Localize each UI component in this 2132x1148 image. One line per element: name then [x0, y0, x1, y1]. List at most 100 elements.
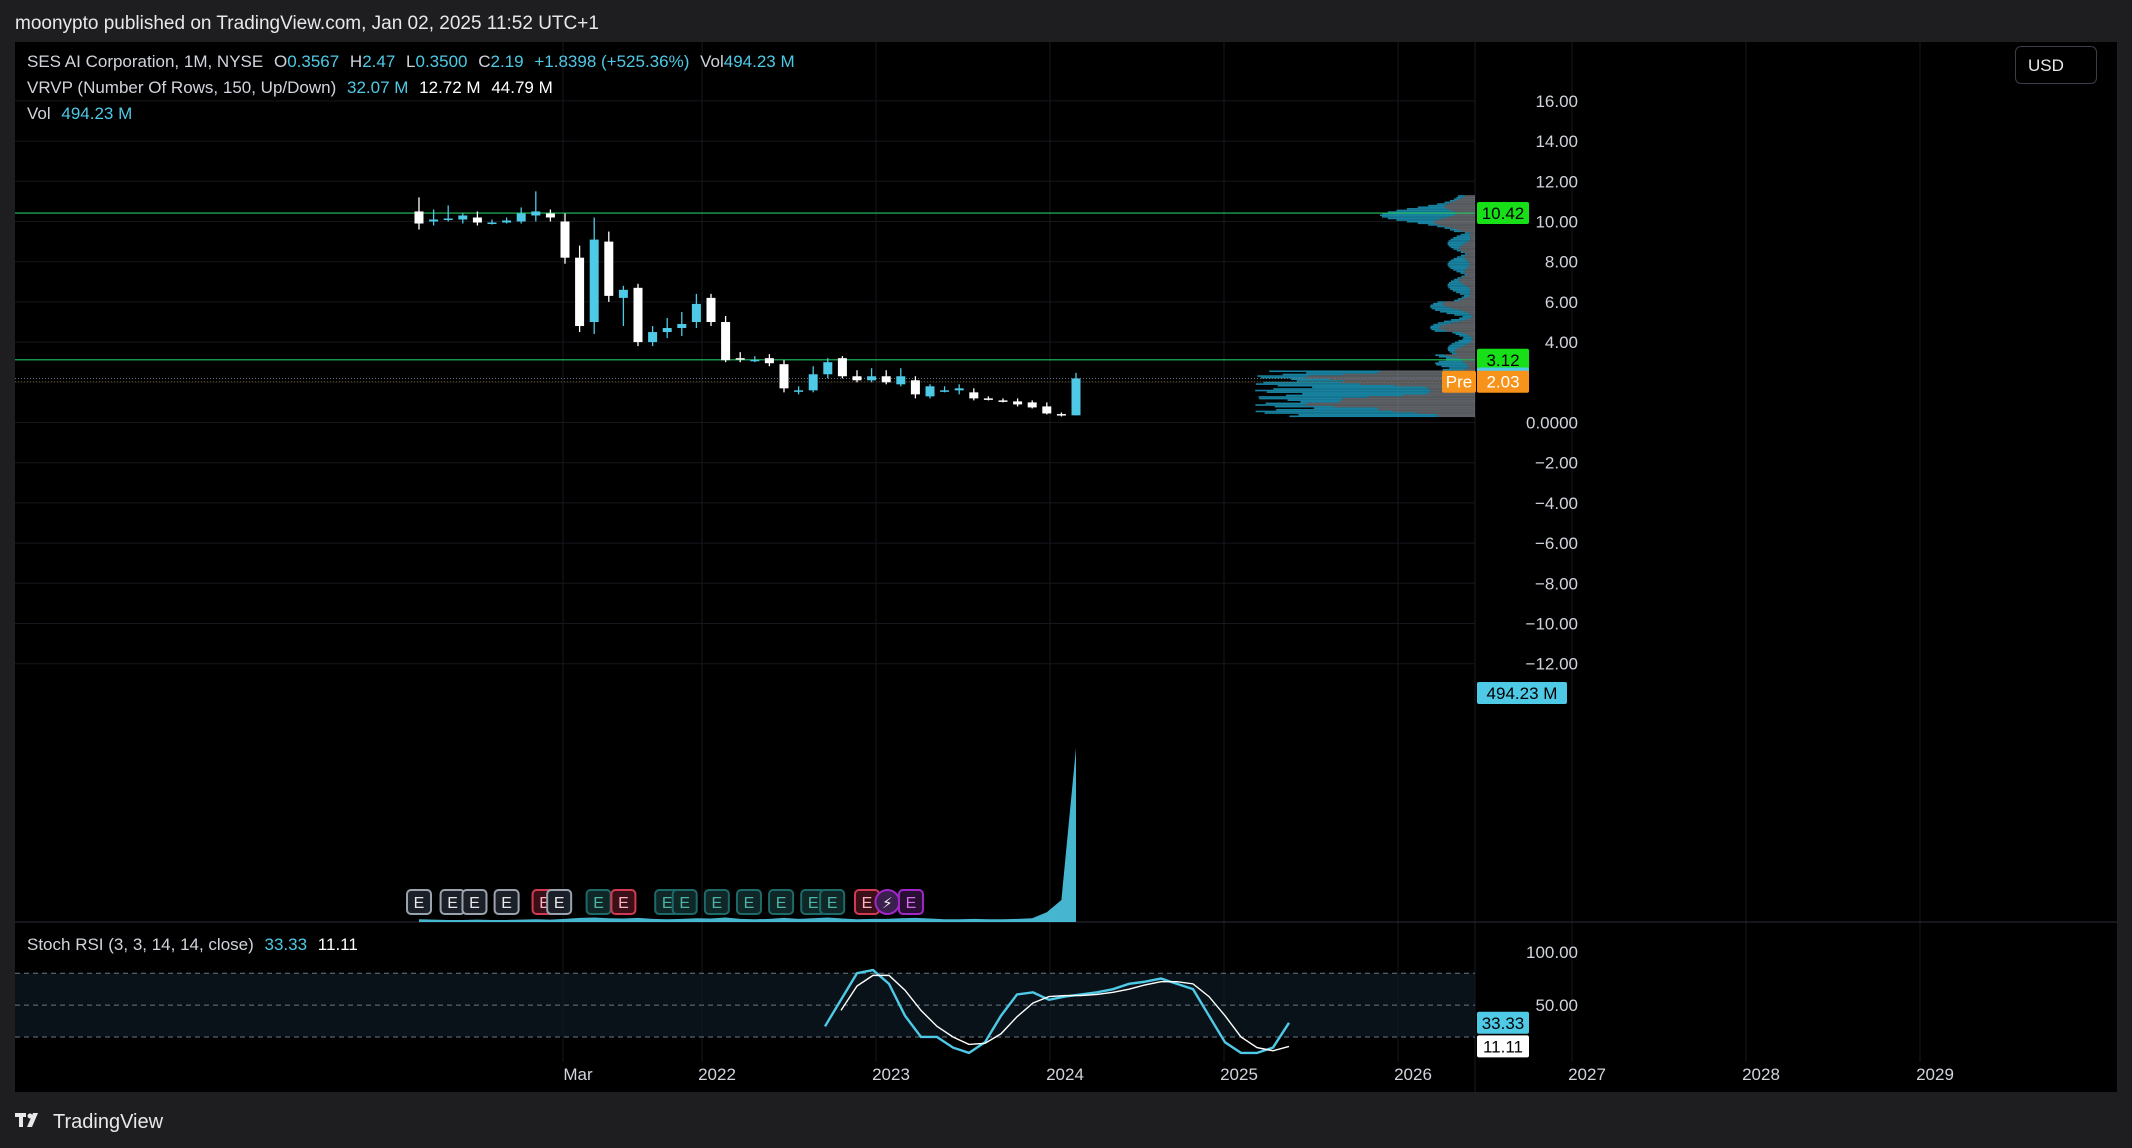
volume-profile-bar-down [1469, 294, 1475, 297]
candle-body[interactable] [618, 289, 628, 298]
earnings-marker[interactable] [703, 889, 730, 915]
candle-body[interactable] [458, 215, 468, 220]
candle-body[interactable] [429, 219, 439, 222]
candle-body[interactable] [516, 213, 526, 222]
candle-body[interactable] [560, 221, 570, 258]
candle-body[interactable] [837, 358, 847, 377]
volume-profile-bar-down [1461, 331, 1475, 334]
candle-body[interactable] [1042, 406, 1052, 414]
earnings-marker[interactable] [610, 889, 637, 915]
candle-body[interactable] [472, 217, 482, 223]
legend-close: 2.19 [490, 52, 524, 71]
candle-body[interactable] [808, 374, 818, 391]
volume-profile-bar-up [1457, 195, 1466, 197]
candle-body[interactable] [575, 257, 585, 327]
candle-body[interactable] [604, 241, 614, 296]
candle-body[interactable] [662, 328, 672, 333]
volume-profile-bar-up [1458, 339, 1472, 342]
stoch-k-tag[interactable] [1477, 1011, 1529, 1034]
volume-profile-bar-up [1447, 243, 1464, 246]
earnings-marker[interactable] [493, 889, 520, 915]
earnings-marker[interactable] [735, 889, 762, 915]
upper-line-price-tag[interactable] [1477, 202, 1529, 225]
candle-body[interactable] [750, 359, 760, 362]
candle-body[interactable] [443, 218, 453, 220]
candle-body[interactable] [764, 358, 774, 364]
candle-body[interactable] [648, 332, 658, 343]
lower-line-price-tag[interactable] [1477, 348, 1529, 371]
earnings-marker[interactable] [768, 889, 795, 915]
volume-profile-bar-down [1465, 254, 1475, 257]
price-chart-canvas[interactable]: E E E E E E E E E E E E E E E E ⚡ E 16.0014.0012.0010.008… [15, 42, 2117, 1092]
candle-body[interactable] [1056, 414, 1066, 416]
volume-profile-bar-up [1282, 373, 1344, 376]
volume-profile-bar-down [1344, 380, 1475, 382]
volume-profile-bar-up [1447, 264, 1470, 266]
volume-profile-bar-up [1435, 362, 1466, 365]
candle-body[interactable] [867, 376, 877, 381]
candle-body[interactable] [998, 400, 1008, 402]
candle-body[interactable] [1013, 401, 1023, 405]
legend-symbol[interactable]: SES AI Corporation, 1M, NYSE [27, 52, 264, 71]
candle-body[interactable] [969, 392, 979, 399]
volume-profile-bar-up [1450, 288, 1470, 291]
volume-profile-bar-up [1442, 368, 1464, 371]
currency-button[interactable]: USD [2015, 46, 2097, 84]
candle-body[interactable] [633, 287, 643, 343]
tradingview-logo-icon[interactable] [15, 1111, 45, 1134]
candle-body[interactable] [881, 376, 891, 383]
candle-body[interactable] [940, 390, 950, 392]
candle-body[interactable] [983, 398, 993, 400]
candle-body[interactable] [691, 303, 701, 322]
candle-body[interactable] [1027, 402, 1037, 408]
volume-profile-bar-down [1470, 314, 1475, 316]
candle-body[interactable] [954, 388, 964, 391]
earnings-marker[interactable] [897, 889, 924, 915]
candle-body[interactable] [721, 322, 731, 361]
candle-body[interactable] [735, 358, 745, 360]
volume-profile-bar-down [1469, 264, 1475, 266]
candle-body[interactable] [414, 211, 424, 224]
candle-body[interactable] [487, 222, 497, 225]
volume-tag[interactable] [1477, 682, 1567, 704]
volume-profile-bar-down [1468, 240, 1475, 242]
stoch-d-line[interactable] [840, 974, 1290, 1052]
footer-brand[interactable]: TradingView [53, 1110, 164, 1133]
candle-body[interactable] [925, 386, 935, 397]
chart-frame[interactable]: E E E E E E E E E E E E E E E E ⚡ E 16.00 14.00 12.00 10.00 8… [15, 42, 2117, 1092]
candle-body[interactable] [1071, 378, 1081, 416]
stoch-d-tag[interactable] [1477, 1035, 1529, 1058]
candle-body[interactable] [794, 390, 804, 392]
volume-profile-bar-up [1459, 293, 1470, 295]
volume-profile-bar-down [1471, 339, 1475, 342]
earnings-marker[interactable] [546, 889, 573, 915]
price-axis-label: 8.00 [1545, 253, 1578, 272]
candle-body[interactable] [910, 380, 920, 395]
earnings-marker[interactable] [819, 889, 846, 915]
earnings-marker[interactable] [461, 889, 488, 915]
candle-body[interactable] [896, 376, 906, 385]
volume-profile-bar-down [1440, 325, 1475, 328]
volume-profile-bar-up [1441, 365, 1468, 368]
vrvp-total: 44.79 M [491, 78, 553, 97]
vrvp-label[interactable]: VRVP (Number Of Rows, 150, Up/Down) [27, 78, 337, 97]
candle-body[interactable] [779, 364, 789, 389]
earnings-marker[interactable] [671, 889, 698, 915]
volume-label[interactable]: Vol [27, 104, 51, 123]
pre-market-price-tag[interactable] [1477, 370, 1529, 393]
volume-profile-bar-down [1460, 346, 1475, 348]
stoch-k-line[interactable] [823, 968, 1291, 1055]
candle-body[interactable] [677, 324, 687, 329]
candle-body[interactable] [852, 376, 862, 381]
candle-body[interactable] [589, 239, 599, 322]
volume-profile-bar-up [1302, 392, 1427, 395]
candle-body[interactable] [531, 211, 541, 216]
volume-profile-bar-down [1393, 410, 1475, 413]
candle-body[interactable] [823, 362, 833, 375]
earnings-marker[interactable] [406, 889, 432, 915]
stoch-label[interactable]: Stoch RSI (3, 3, 14, 14, close) [27, 935, 254, 954]
pre-market-badge[interactable] [1442, 370, 1476, 393]
candle-body[interactable] [706, 297, 716, 322]
candle-body[interactable] [502, 220, 512, 223]
candle-body[interactable] [545, 213, 555, 218]
